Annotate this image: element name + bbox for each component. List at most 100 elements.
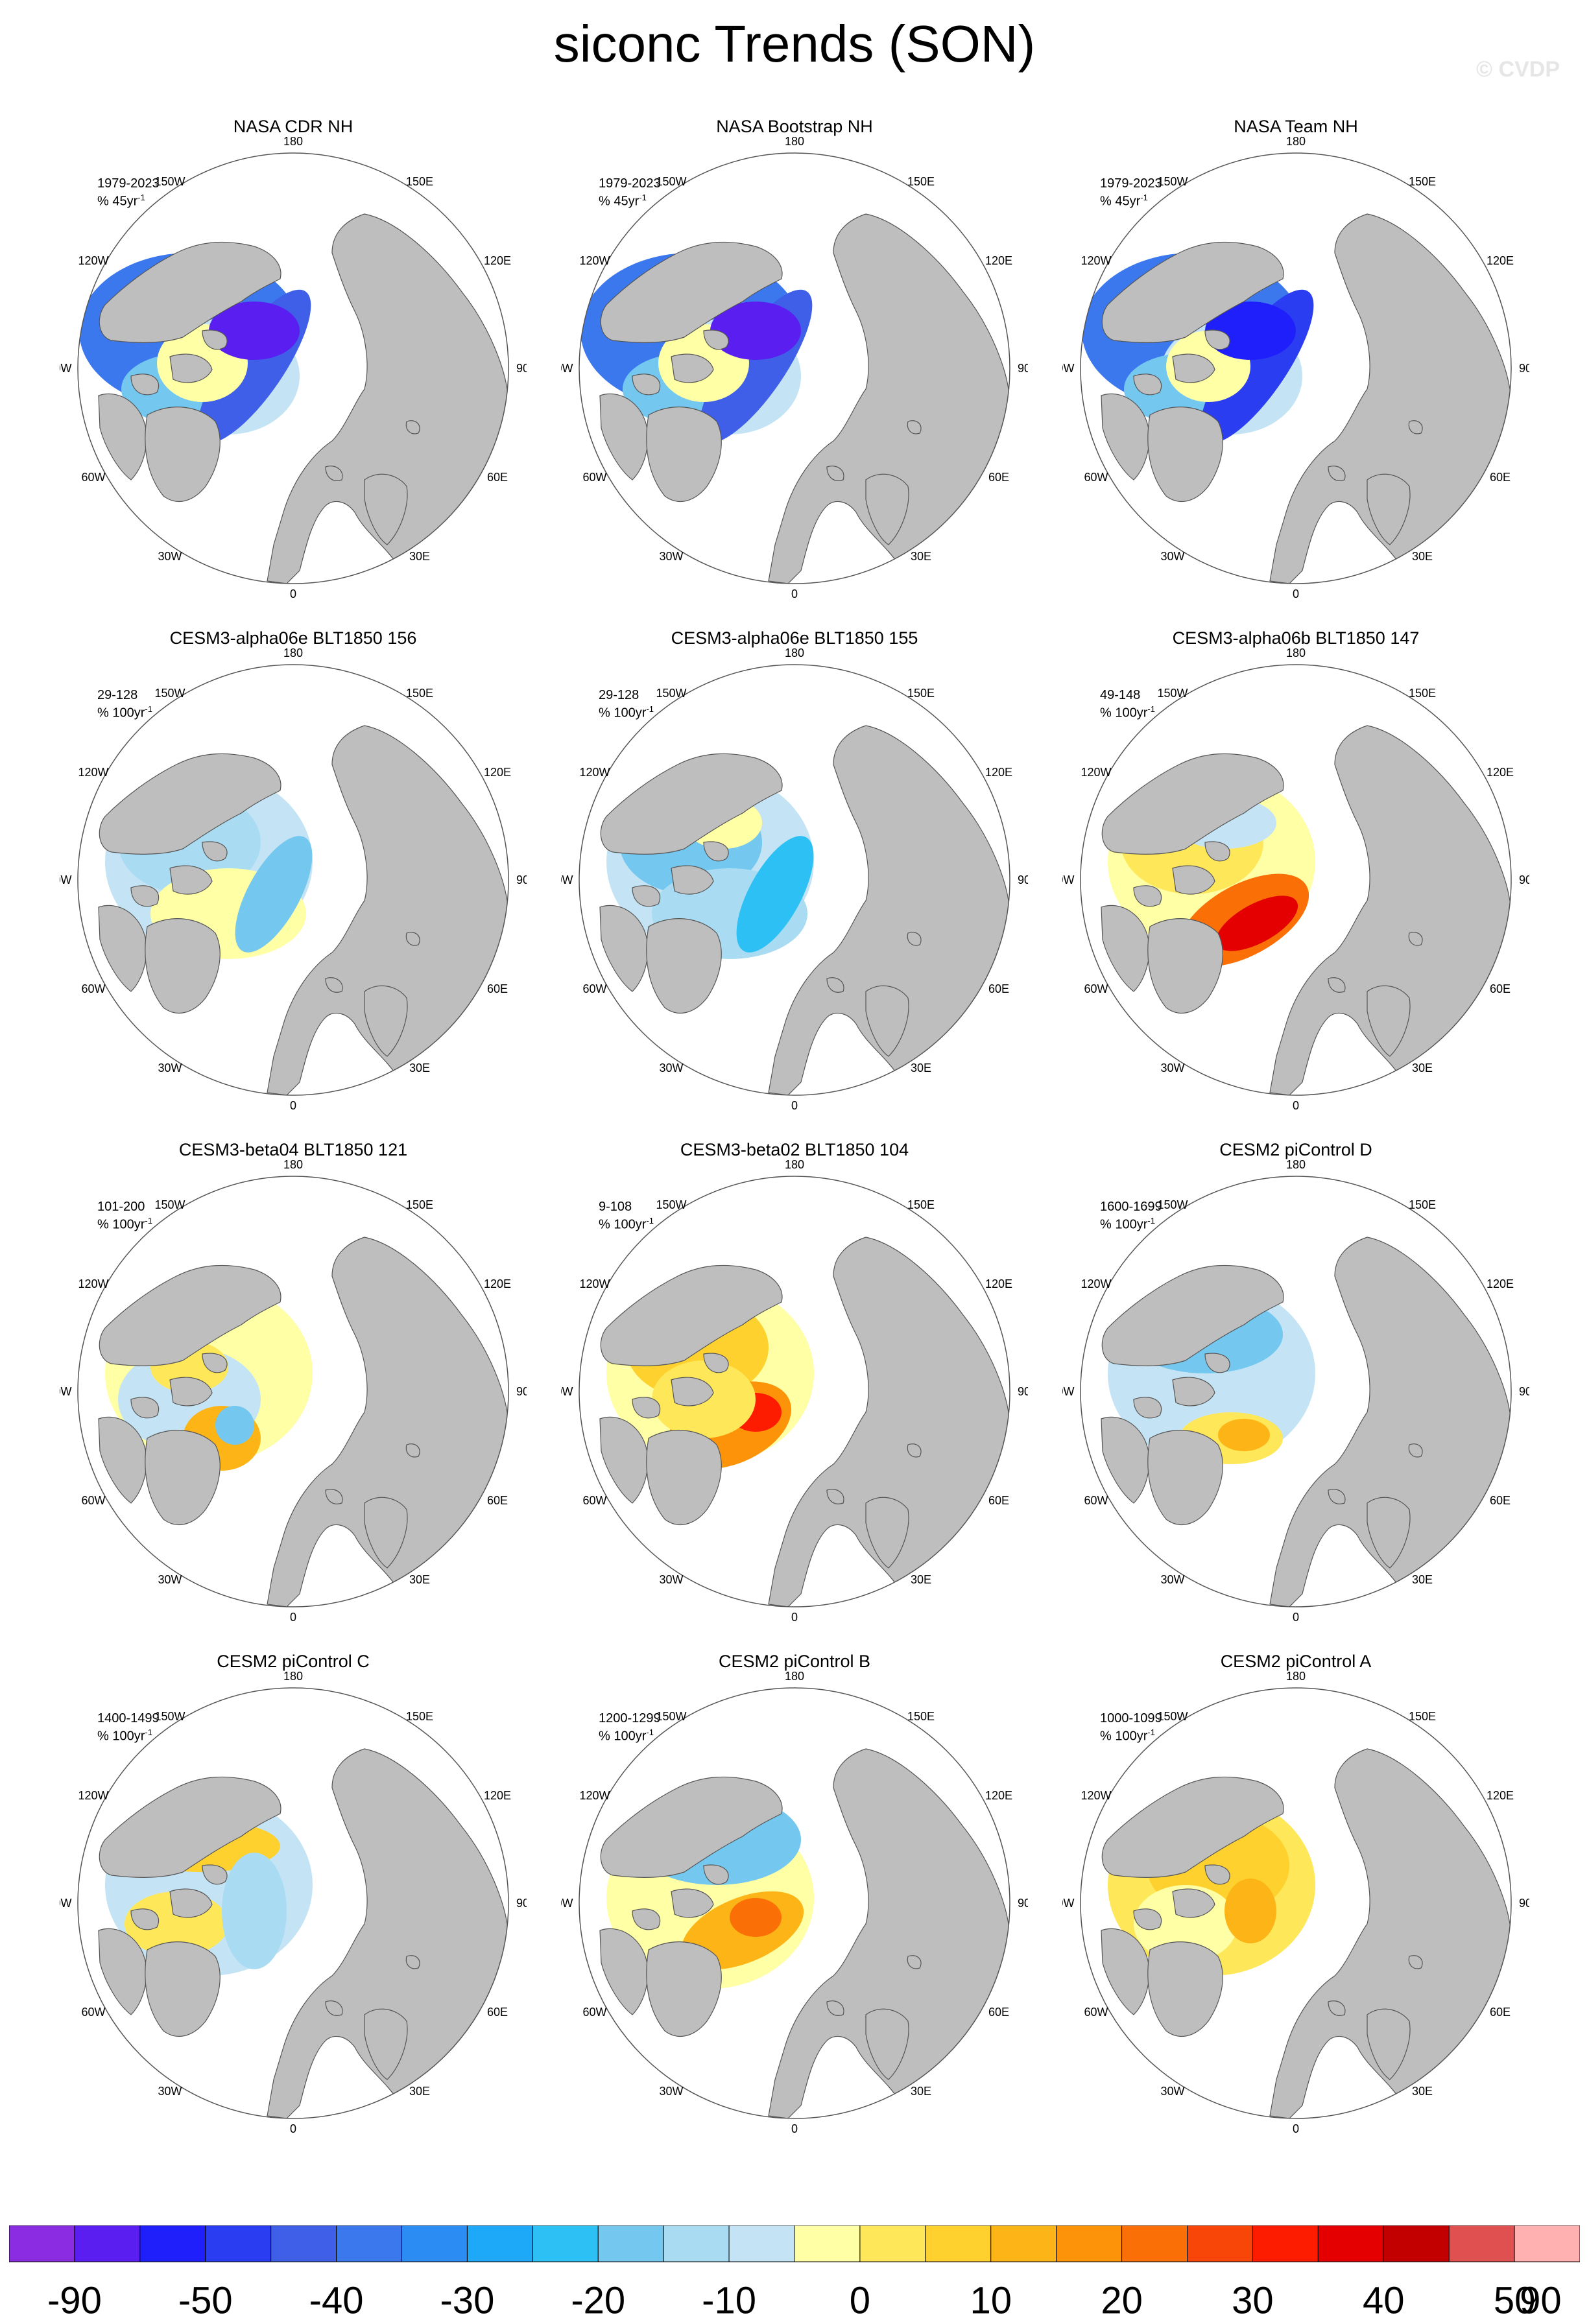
land-mass	[325, 466, 343, 481]
polar-map: 180 0 90W 90E 150W 120W 150E 120E 60W 30W 60E 30E	[60, 1158, 527, 1624]
panel-title: CESM2 piControl C	[217, 1652, 370, 1671]
polar-map: 180 0 90W 90E 150W 120W 150E 120E 60W 30W 60E 30E	[1062, 646, 1529, 1112]
trend-patch	[730, 1898, 782, 1937]
colorbar-box	[139, 2225, 206, 2262]
land-mass	[364, 473, 408, 545]
land-mass	[1133, 885, 1162, 907]
colorbar-box	[1252, 2225, 1319, 2262]
longitude-label: 150W	[154, 175, 185, 188]
longitude-label: 60E	[1490, 471, 1511, 484]
longitude-label: 30W	[158, 2085, 182, 2098]
longitude-label: 120W	[579, 1789, 610, 1802]
land-mass	[1269, 1237, 1511, 1607]
trend-patch	[710, 302, 801, 360]
panel-period-units: 1979-2023 % 45yr-1	[97, 176, 160, 209]
colorbar-box	[205, 2225, 272, 2262]
longitude-label: 120W	[1081, 254, 1111, 267]
map-boundary	[579, 152, 1010, 584]
panel-period-units: 1600-1699 % 100yr-1	[1100, 1200, 1162, 1232]
colorbar-box	[859, 2225, 926, 2262]
panel-period-units: 1979-2023 % 45yr-1	[1100, 176, 1162, 209]
longitude-label: 90E	[1018, 873, 1028, 886]
land-mass	[671, 865, 714, 895]
longitude-label: 60W	[1084, 471, 1108, 484]
units-exponent: -1	[646, 704, 654, 714]
longitude-label: 30E	[911, 550, 931, 563]
land-mass	[1101, 1776, 1284, 1878]
colorbar-tick-label: -90	[47, 2279, 102, 2322]
longitude-label: 180	[785, 1158, 804, 1171]
land-mass	[325, 977, 343, 993]
land-mass	[98, 1928, 147, 2015]
panel-title: CESM2 piControl B	[718, 1652, 871, 1671]
longitude-label: 30W	[1160, 550, 1184, 563]
units-text: % 45yr	[97, 194, 138, 209]
land-mass	[145, 1941, 221, 2037]
period-text: 49-148	[1100, 688, 1141, 702]
trend-patch	[1215, 895, 1298, 951]
trend-patch	[1225, 1879, 1276, 1943]
colorbar-box	[1317, 2225, 1384, 2262]
land-mass	[1172, 353, 1215, 383]
trend-patch	[235, 836, 313, 953]
land-mass	[646, 407, 722, 502]
panel-title: CESM3-alpha06e BLT1850 155	[671, 628, 918, 648]
colorbar-box	[1383, 2225, 1450, 2262]
longitude-label: 90W	[561, 362, 573, 375]
land-mass	[599, 1928, 649, 2015]
units-exponent: -1	[646, 1727, 654, 1737]
land-mass	[202, 1864, 228, 1885]
land-mass	[325, 2000, 343, 2016]
longitude-label: 60E	[988, 471, 1009, 484]
land-mass	[1328, 466, 1346, 481]
longitude-label: 120W	[579, 1277, 610, 1290]
units-text: % 100yr	[97, 706, 145, 720]
land-mass	[1172, 1888, 1215, 1918]
period-text: 1979-2023	[599, 176, 661, 191]
period-text: 1600-1699	[1100, 1200, 1162, 1214]
longitude-label: 60W	[81, 1494, 105, 1507]
units-exponent: -1	[646, 1216, 654, 1226]
colorbar-tick-label: -40	[309, 2279, 364, 2322]
land-mass	[405, 1443, 420, 1458]
panel-period-units: 9-108 % 100yr-1	[599, 1200, 654, 1232]
map-boundary	[77, 664, 509, 1096]
land-mass	[1147, 918, 1223, 1014]
land-mass	[267, 725, 508, 1095]
land-mass	[1133, 1908, 1162, 1930]
land-mass	[1147, 1941, 1223, 2037]
longitude-label: 90W	[60, 1897, 72, 1910]
longitude-label: 120E	[484, 1277, 511, 1290]
longitude-label: 60W	[1084, 1494, 1108, 1507]
panel-title: NASA Team NH	[1234, 117, 1358, 136]
land-mass	[98, 905, 147, 992]
land-mass	[1101, 393, 1150, 480]
map-panel: 180 0 90W 90E 150W 120W 150E 120E 60W 30W 60E 30E NA…	[1062, 117, 1529, 629]
longitude-label: 0	[791, 1611, 798, 1624]
land-mass	[632, 1397, 661, 1419]
longitude-label: 120E	[985, 1277, 1012, 1290]
longitude-label: 180	[283, 646, 303, 659]
period-text: 101-200	[97, 1200, 145, 1214]
longitude-label: 150W	[656, 1710, 686, 1723]
longitude-label: 30E	[1412, 2085, 1433, 2098]
period-text: 1200-1299	[599, 1711, 661, 1725]
land-mass	[364, 2008, 408, 2080]
land-mass	[768, 213, 1010, 584]
longitude-label: 180	[1286, 646, 1306, 659]
panel-title: CESM3-alpha06b BLT1850 147	[1172, 628, 1420, 648]
land-mass	[1328, 977, 1346, 993]
map-boundary	[1080, 1687, 1512, 2119]
longitude-label: 0	[1293, 1099, 1299, 1112]
longitude-label: 0	[791, 1099, 798, 1112]
longitude-label: 30E	[1412, 1573, 1433, 1586]
colorbar-box	[74, 2225, 141, 2262]
colorbar-tick-label: -10	[702, 2279, 756, 2322]
longitude-label: 30E	[1412, 550, 1433, 563]
longitude-label: 180	[1286, 1670, 1306, 1683]
land-mass	[865, 1497, 909, 1569]
land-mass	[703, 329, 729, 350]
longitude-label: 30W	[659, 1573, 683, 1586]
longitude-label: 60W	[81, 471, 105, 484]
colorbar-box	[336, 2225, 403, 2262]
